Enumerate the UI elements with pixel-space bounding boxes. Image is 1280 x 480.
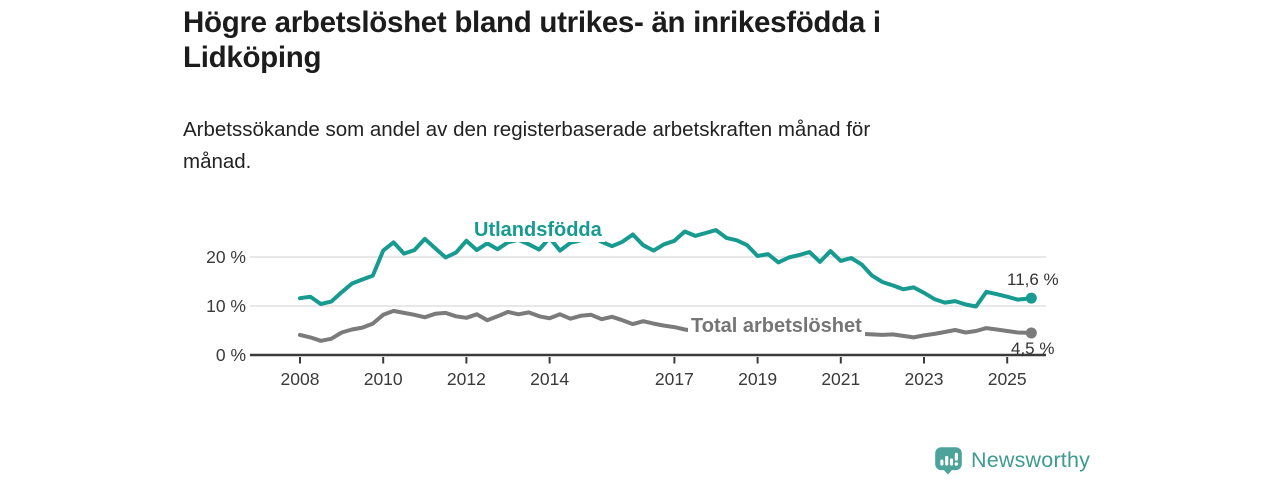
x-tick-label: 2023 xyxy=(904,369,944,389)
series-line-utlandsfodda xyxy=(298,228,1034,309)
series-line-total xyxy=(298,308,1034,343)
y-tick-label: 0 % xyxy=(215,345,246,365)
end-value-total: 4,5 % xyxy=(1011,339,1055,358)
chart-subtitle: Arbetssökande som andel av den registerb… xyxy=(183,118,871,174)
x-tick-label: 2025 xyxy=(987,369,1027,389)
y-tick-label: 20 % xyxy=(206,247,246,267)
chart-title: Högre arbetslöshet bland utrikes- än inr… xyxy=(183,6,881,75)
newsworthy-brand-name: Newsworthy xyxy=(971,448,1091,472)
x-tick-label: 2012 xyxy=(446,369,486,389)
x-tick-label: 2017 xyxy=(654,369,694,389)
x-tick-label: 2021 xyxy=(821,369,861,389)
series-end-dot xyxy=(1025,292,1037,304)
x-tick-label: 2019 xyxy=(738,369,778,389)
x-tick-label: 2010 xyxy=(363,369,403,389)
x-tick-label: 2008 xyxy=(280,369,320,389)
y-tick-label: 10 % xyxy=(206,296,246,316)
series-label-total-arbetsloshet: Total arbetslöshet xyxy=(688,315,865,338)
series-end-dot xyxy=(1025,327,1037,339)
newsworthy-speech-bubble-chart-icon xyxy=(935,447,962,475)
newsworthy-logo[interactable]: Newsworthy xyxy=(934,446,1090,475)
x-tick-label: 2014 xyxy=(530,369,570,389)
end-value-utlandsfodda: 11,6 % xyxy=(1007,270,1059,289)
series-label-utlandsfodda: Utlandsfödda xyxy=(471,219,605,242)
